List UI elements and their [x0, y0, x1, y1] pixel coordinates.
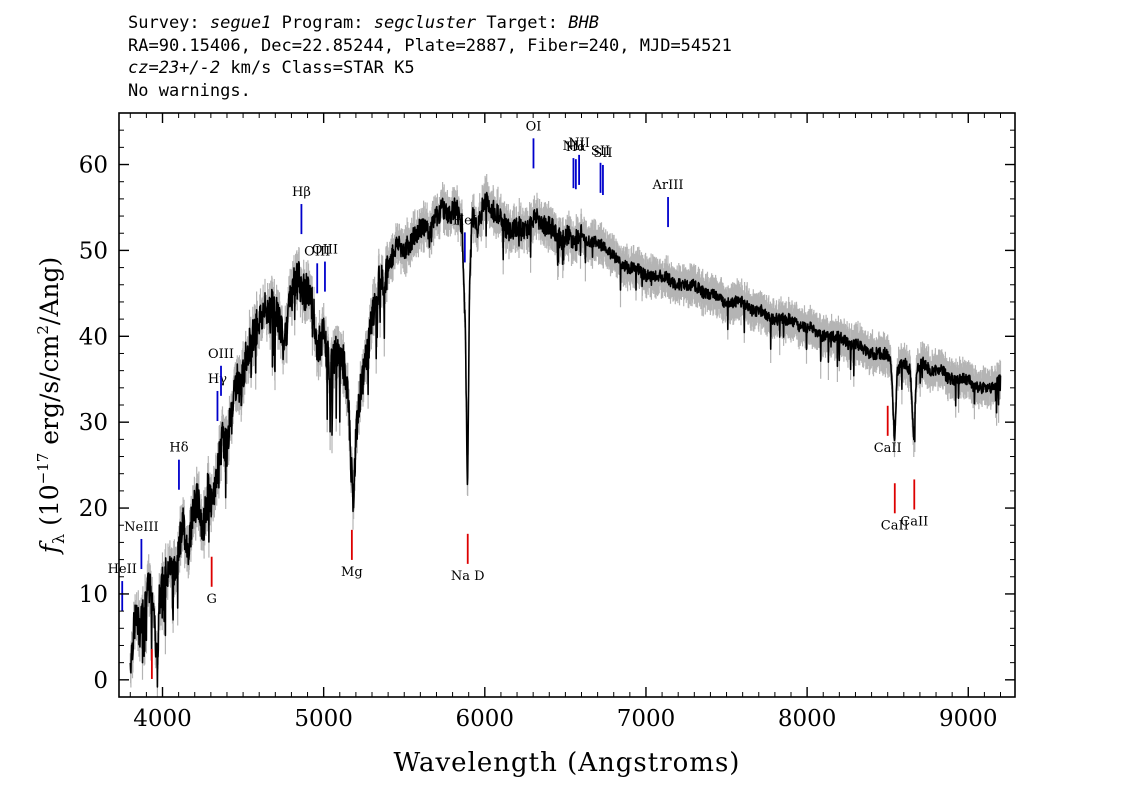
x-tick-label: 9000 [939, 706, 998, 732]
spectrum-header: Survey: segue1 Program: segcluster Targe… [128, 12, 732, 102]
emission-label-oiii: OIII [312, 243, 338, 258]
y-title-unit-a: (10 [35, 484, 64, 534]
emission-label-nii: NII [563, 139, 585, 154]
y-tick-label: 50 [79, 238, 108, 264]
x-axis-title: Wavelength (Angstroms) [394, 748, 741, 778]
plot-frame [118, 112, 1016, 698]
axis-ticks [119, 112, 1015, 698]
emission-label-h-: Hβ [292, 185, 311, 200]
emission-label-oiii: OIII [208, 347, 234, 362]
absorption-label-caii: CaII [881, 518, 909, 533]
x-tick-label: 6000 [456, 706, 515, 732]
y-title-unit-b: erg/s/cm [35, 334, 64, 452]
target-label: Target: [486, 13, 558, 33]
emission-label-h-: Hδ [169, 441, 188, 456]
emission-label-neiii: NeIII [124, 520, 158, 535]
emission-label-oi: OI [526, 119, 542, 134]
absorption-label-mg: Mg [341, 565, 363, 580]
y-axis-title: fλ (10−17 erg/s/cm2/Ang) [34, 257, 68, 556]
absorption-label-g: G [206, 592, 216, 607]
header-line-3: cz=23+/-2 km/s Class=STAR K5 [128, 57, 732, 80]
y-title-sub: λ [49, 534, 68, 544]
axis-labels: 4000 5000 6000 7000 8000 9000 0 10 20 30 40 50 60 Wav… [34, 153, 998, 778]
y-tick-label: 30 [79, 410, 108, 436]
flux-line [129, 191, 1002, 688]
x-tick-label: 7000 [617, 706, 676, 732]
emission-label-oiii: OIII [304, 244, 330, 259]
program-value: segcluster [373, 13, 477, 33]
target-value: BHB [568, 13, 599, 33]
flux-error-band [129, 174, 1002, 697]
x-tick-label: 4000 [133, 706, 192, 732]
header-line-1: Survey: segue1 Program: segcluster Targe… [128, 12, 732, 35]
emission-label-ariii: ArIII [652, 178, 684, 193]
y-tick-label: 40 [79, 324, 108, 350]
emission-label-sii: SII [593, 146, 612, 161]
header-line-2: RA=90.15406, Dec=22.85244, Plate=2887, F… [128, 35, 732, 56]
y-tick-label: 60 [79, 153, 108, 179]
emission-label-h-: Hγ [208, 372, 227, 387]
error-band [129, 174, 1002, 697]
y-title-exp2: 2 [34, 325, 52, 335]
flux-series [129, 191, 1002, 688]
x-tick-label: 8000 [778, 706, 837, 732]
survey-label: Survey: [128, 13, 200, 33]
header-line-4: No warnings. [128, 80, 251, 101]
emission-label-hei: HeI [453, 213, 477, 228]
emission-label-sii: SII [591, 144, 610, 159]
y-title-f: f [35, 540, 64, 555]
class-value: km/s Class=STAR K5 [230, 58, 415, 78]
survey-value: segue1 [209, 13, 272, 33]
emission-label-nii: NII [568, 136, 590, 151]
y-tick-label: 0 [93, 668, 108, 694]
absorption-label-caii: CaII [900, 514, 928, 529]
line-markers: HeIINeIIIHδHγOIIIHβOIIIOIIIHeIOINIIHαNII… [108, 119, 928, 679]
absorption-label-caii: CaII [874, 441, 902, 456]
absorption-label-na-d: Na D [451, 569, 485, 584]
y-tick-label: 10 [79, 582, 108, 608]
program-label: Program: [281, 13, 364, 33]
y-title-unit-c: /Ang) [35, 257, 64, 325]
emission-label-heii: HeII [108, 562, 137, 577]
y-title-exp: −17 [34, 453, 52, 485]
emission-label-h-: Hα [566, 140, 586, 155]
y-tick-label: 20 [79, 496, 108, 522]
redshift-value: cz=23+/-2 [128, 58, 221, 78]
x-tick-label: 5000 [294, 706, 353, 732]
